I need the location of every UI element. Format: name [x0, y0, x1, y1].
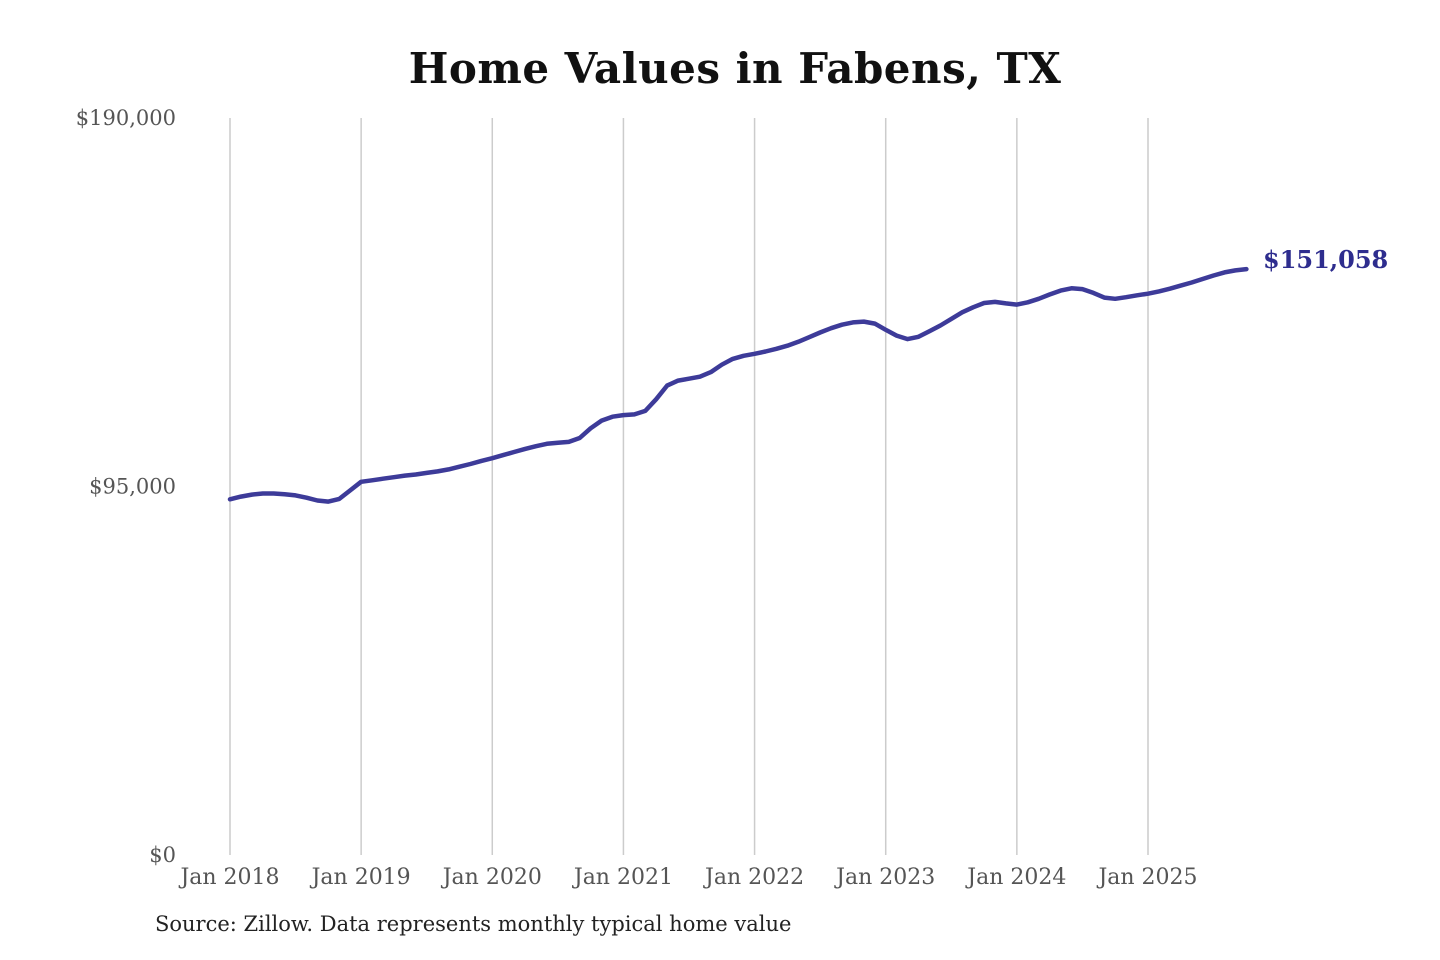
x-axis-tick-label: Jan 2025 [1096, 865, 1197, 890]
final-value-label: $151,058 [1263, 245, 1389, 274]
home-value-series-line [227, 266, 1249, 504]
x-axis-tick-label: Jan 2018 [178, 865, 279, 890]
x-axis-tick-label: Jan 2021 [572, 865, 673, 890]
chart-title: Home Values in Fabens, TX [408, 44, 1062, 93]
y-axis-tick-label: $190,000 [76, 106, 176, 130]
source-note: Source: Zillow. Data represents monthly … [155, 912, 792, 936]
x-axis-tick-label: Jan 2020 [441, 865, 542, 890]
x-axis-tick-label: Jan 2019 [310, 865, 411, 890]
x-axis-tick-label: Jan 2022 [703, 865, 804, 890]
y-axis-tick-label: $0 [149, 843, 176, 867]
y-axis-tick-label: $95,000 [89, 475, 176, 499]
x-axis-tick-label: Jan 2024 [965, 865, 1066, 890]
x-axis-tick-label: Jan 2023 [834, 865, 935, 890]
